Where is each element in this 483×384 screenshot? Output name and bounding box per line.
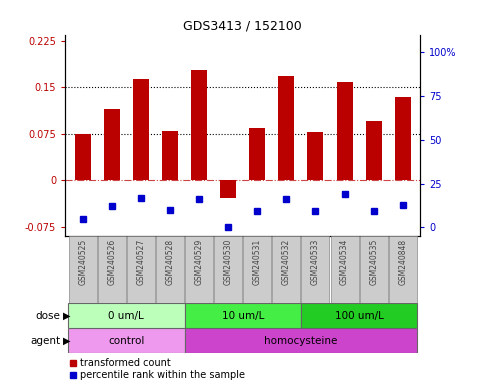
Bar [220, 180, 236, 198]
Bar [389, 236, 417, 303]
Bar [133, 79, 149, 180]
Bar [156, 236, 184, 303]
Text: ▶: ▶ [63, 311, 71, 321]
Text: GSM240534: GSM240534 [340, 239, 349, 285]
Text: 0 um/L: 0 um/L [109, 311, 144, 321]
Title: GDS3413 / 152100: GDS3413 / 152100 [184, 19, 302, 32]
Bar [127, 236, 155, 303]
Bar [214, 236, 242, 303]
Text: GSM240528: GSM240528 [166, 239, 174, 285]
Bar [75, 134, 91, 180]
Text: homocysteine: homocysteine [264, 336, 338, 346]
Bar [301, 236, 329, 303]
Text: agent: agent [30, 336, 60, 346]
Text: GSM240848: GSM240848 [398, 239, 407, 285]
Text: GSM240531: GSM240531 [253, 239, 262, 285]
Bar [337, 82, 353, 180]
Bar [395, 97, 411, 180]
Legend: transformed count, percentile rank within the sample: transformed count, percentile rank withi… [70, 358, 245, 380]
Text: GSM240525: GSM240525 [78, 239, 87, 285]
Text: GSM240533: GSM240533 [311, 239, 320, 285]
Bar [69, 236, 97, 303]
Bar [185, 328, 417, 353]
Text: control: control [108, 336, 144, 346]
Bar [68, 328, 185, 353]
Text: GSM240532: GSM240532 [282, 239, 291, 285]
Bar [366, 121, 382, 180]
Text: GSM240527: GSM240527 [136, 239, 145, 285]
Text: GSM240530: GSM240530 [224, 239, 233, 285]
Bar [191, 70, 207, 180]
Bar [278, 76, 294, 180]
Bar [185, 303, 301, 328]
Bar [308, 132, 324, 180]
Text: GSM240526: GSM240526 [107, 239, 116, 285]
Bar [301, 303, 417, 328]
Bar [330, 236, 358, 303]
Text: GSM240535: GSM240535 [369, 239, 378, 285]
Text: 10 um/L: 10 um/L [222, 311, 264, 321]
Text: 100 um/L: 100 um/L [335, 311, 384, 321]
Bar [243, 236, 271, 303]
Bar [68, 303, 185, 328]
Bar [272, 236, 300, 303]
Text: ▶: ▶ [63, 336, 71, 346]
Bar [249, 127, 265, 180]
Bar [98, 236, 126, 303]
Text: GSM240529: GSM240529 [195, 239, 203, 285]
Bar [162, 131, 178, 180]
Bar [360, 236, 388, 303]
Text: dose: dose [35, 311, 60, 321]
Bar [185, 236, 213, 303]
Bar [104, 109, 120, 180]
